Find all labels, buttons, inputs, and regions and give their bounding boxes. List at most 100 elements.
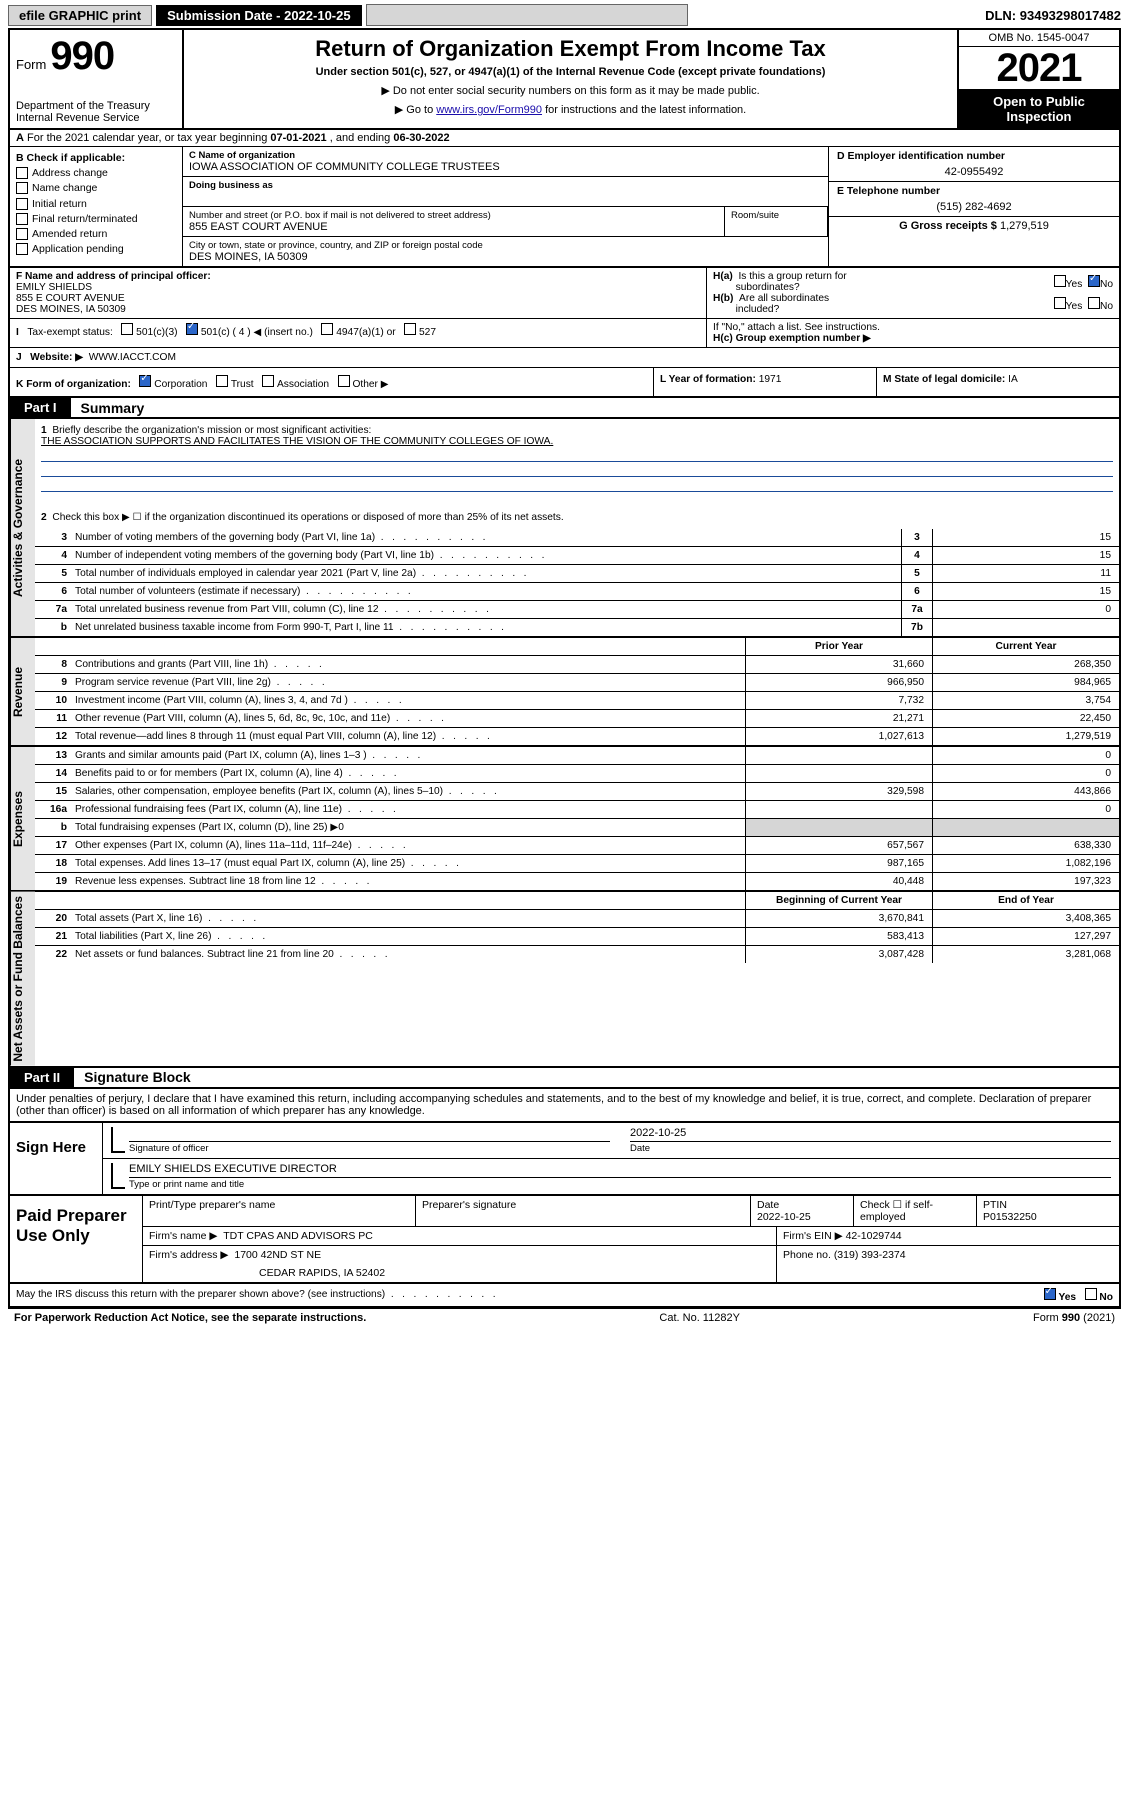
department-label: Department of the Treasury Internal Reve… [16,100,176,124]
form-header: Form 990 Department of the Treasury Inte… [10,30,1119,130]
firm-ein-cell: Firm's EIN ▶ 42-1029744 [777,1227,1119,1245]
self-employed-cell: Check ☐ if self-employed [854,1196,977,1226]
tax-year: 2021 [959,47,1119,90]
part1-header: Part I Summary [10,398,1119,419]
exp-line: 14 Benefits paid to or for members (Part… [35,764,1119,782]
submission-date-button[interactable]: Submission Date - 2022-10-25 [156,5,362,26]
officer-name: EMILY SHIELDS EXECUTIVE DIRECTOR Type or… [129,1163,1111,1190]
initial-return-checkbox[interactable] [16,198,28,210]
city-cell: City or town, state or province, country… [183,237,828,266]
instructions-link-line: ▶ Go to www.irs.gov/Form990 for instruct… [395,103,746,116]
sign-here-block: Sign Here Signature of officer 2022-10-2… [10,1123,1119,1196]
vtab-expenses: Expenses [10,747,35,890]
other-checkbox[interactable] [338,375,350,387]
ssn-warning: ▶ Do not enter social security numbers o… [381,84,759,97]
firm-address-cell: Firm's address ▶ 1700 42ND ST NE CEDAR R… [143,1246,777,1282]
gov-line: 5 Total number of individuals employed i… [35,564,1119,582]
501c-checkbox[interactable] [186,323,198,335]
hb-no-checkbox[interactable] [1088,297,1100,309]
exp-line: 19 Revenue less expenses. Subtract line … [35,872,1119,890]
ha-yes-checkbox[interactable] [1054,275,1066,287]
trust-checkbox[interactable] [216,375,228,387]
rev-line: 11 Other revenue (Part VIII, column (A),… [35,709,1119,727]
sign-bracket-icon-2 [111,1163,125,1189]
net-line: 20 Total assets (Part X, line 16) 3,670,… [35,909,1119,927]
sign-bracket-icon [111,1127,125,1153]
may-no-checkbox[interactable] [1085,1288,1097,1300]
gov-line: b Net unrelated business taxable income … [35,618,1119,636]
signature-date: 2022-10-25 Date [630,1127,1111,1154]
vtab-revenue: Revenue [10,638,35,745]
net-line: 22 Net assets or fund balances. Subtract… [35,945,1119,963]
part2-header: Part II Signature Block [10,1068,1119,1089]
ha-no-checkbox[interactable] [1088,275,1100,287]
rev-line: 9 Program service revenue (Part VIII, li… [35,673,1119,691]
exp-line: 15 Salaries, other compensation, employe… [35,782,1119,800]
group-return-cell: H(a) Is this a group return for subordin… [707,268,1119,318]
amended-return-checkbox[interactable] [16,228,28,240]
rev-header-row: Prior Year Current Year [35,638,1119,655]
vtab-governance: Activities & Governance [10,419,35,636]
preparer-date-cell: Date2022-10-25 [751,1196,854,1226]
state-domicile: M State of legal domicile: IA [876,368,1119,396]
gov-line: 3 Number of voting members of the govern… [35,529,1119,546]
room-cell: Room/suite [725,207,828,236]
blank-button [366,4,688,26]
assoc-checkbox[interactable] [262,375,274,387]
officer-signature: Signature of officer [129,1127,610,1154]
instructions-link[interactable]: www.irs.gov/Form990 [436,104,542,116]
top-bar: efile GRAPHIC print Submission Date - 20… [8,4,1121,26]
exp-line: 13 Grants and similar amounts paid (Part… [35,747,1119,764]
form-title: Return of Organization Exempt From Incom… [315,36,826,62]
may-discuss-row: May the IRS discuss this return with the… [10,1284,1119,1307]
column-b-checkboxes: B Check if applicable: Address change Na… [10,147,183,266]
row-a-tax-year: A For the 2021 calendar year, or tax yea… [10,130,1119,147]
hb-note-hc: If "No," attach a list. See instructions… [706,319,1119,347]
line-2-checkbox: 2 Check this box ▶ ☐ if the organization… [35,498,1119,529]
address-change-checkbox[interactable] [16,167,28,179]
rev-line: 8 Contributions and grants (Part VIII, l… [35,655,1119,673]
4947a1-checkbox[interactable] [321,323,333,335]
gov-line: 4 Number of independent voting members o… [35,546,1119,564]
form-container: Form 990 Department of the Treasury Inte… [8,28,1121,1309]
firm-phone-cell: Phone no. (319) 393-2374 [777,1246,1119,1282]
exp-line: 17 Other expenses (Part IX, column (A), … [35,836,1119,854]
gov-line: 6 Total number of volunteers (estimate i… [35,582,1119,600]
501c3-checkbox[interactable] [121,323,133,335]
firm-name-cell: Firm's name ▶ TDT CPAS AND ADVISORS PC [143,1227,777,1245]
exp-line: 18 Total expenses. Add lines 13–17 (must… [35,854,1119,872]
net-line: 21 Total liabilities (Part X, line 26) 5… [35,927,1119,945]
org-name-cell: C Name of organization IOWA ASSOCIATION … [183,147,828,177]
preparer-name-cell: Print/Type preparer's name [143,1196,416,1226]
form-number: Form 990 [16,34,176,79]
omb-number: OMB No. 1545-0047 [959,30,1119,47]
form-of-org: K Form of organization: Corporation Trus… [10,368,653,396]
page-footer: For Paperwork Reduction Act Notice, see … [8,1309,1121,1327]
may-yes-checkbox[interactable] [1044,1288,1056,1300]
ein-cell: D Employer identification number 42-0955… [829,147,1119,182]
principal-officer-cell: F Name and address of principal officer:… [10,268,707,318]
phone-cell: E Telephone number (515) 282-4692 [829,182,1119,217]
gov-line: 7a Total unrelated business revenue from… [35,600,1119,618]
dln-label: DLN: 93493298017482 [985,8,1121,23]
name-change-checkbox[interactable] [16,182,28,194]
dba-cell: Doing business as [183,177,828,207]
open-public-badge: Open to Public Inspection [959,90,1119,128]
preparer-sig-cell: Preparer's signature [416,1196,751,1226]
rev-line: 10 Investment income (Part VIII, column … [35,691,1119,709]
form-subtitle: Under section 501(c), 527, or 4947(a)(1)… [316,66,826,78]
website-row: J Website: ▶ WWW.IACCT.COM [10,348,1119,368]
ptin-cell: PTINP01532250 [977,1196,1119,1226]
year-formation: L Year of formation: 1971 [653,368,876,396]
net-header-row: Beginning of Current Year End of Year [35,892,1119,909]
corp-checkbox[interactable] [139,375,151,387]
paid-preparer-block: Paid Preparer Use Only Print/Type prepar… [10,1196,1119,1284]
efile-button[interactable]: efile GRAPHIC print [8,5,152,26]
application-pending-checkbox[interactable] [16,243,28,255]
gross-receipts-cell: G Gross receipts $ 1,279,519 [829,217,1119,235]
line-1-mission: 1 Briefly describe the organization's mi… [35,419,1119,498]
hb-yes-checkbox[interactable] [1054,297,1066,309]
vtab-net-assets: Net Assets or Fund Balances [10,892,35,1066]
527-checkbox[interactable] [404,323,416,335]
final-return-checkbox[interactable] [16,213,28,225]
